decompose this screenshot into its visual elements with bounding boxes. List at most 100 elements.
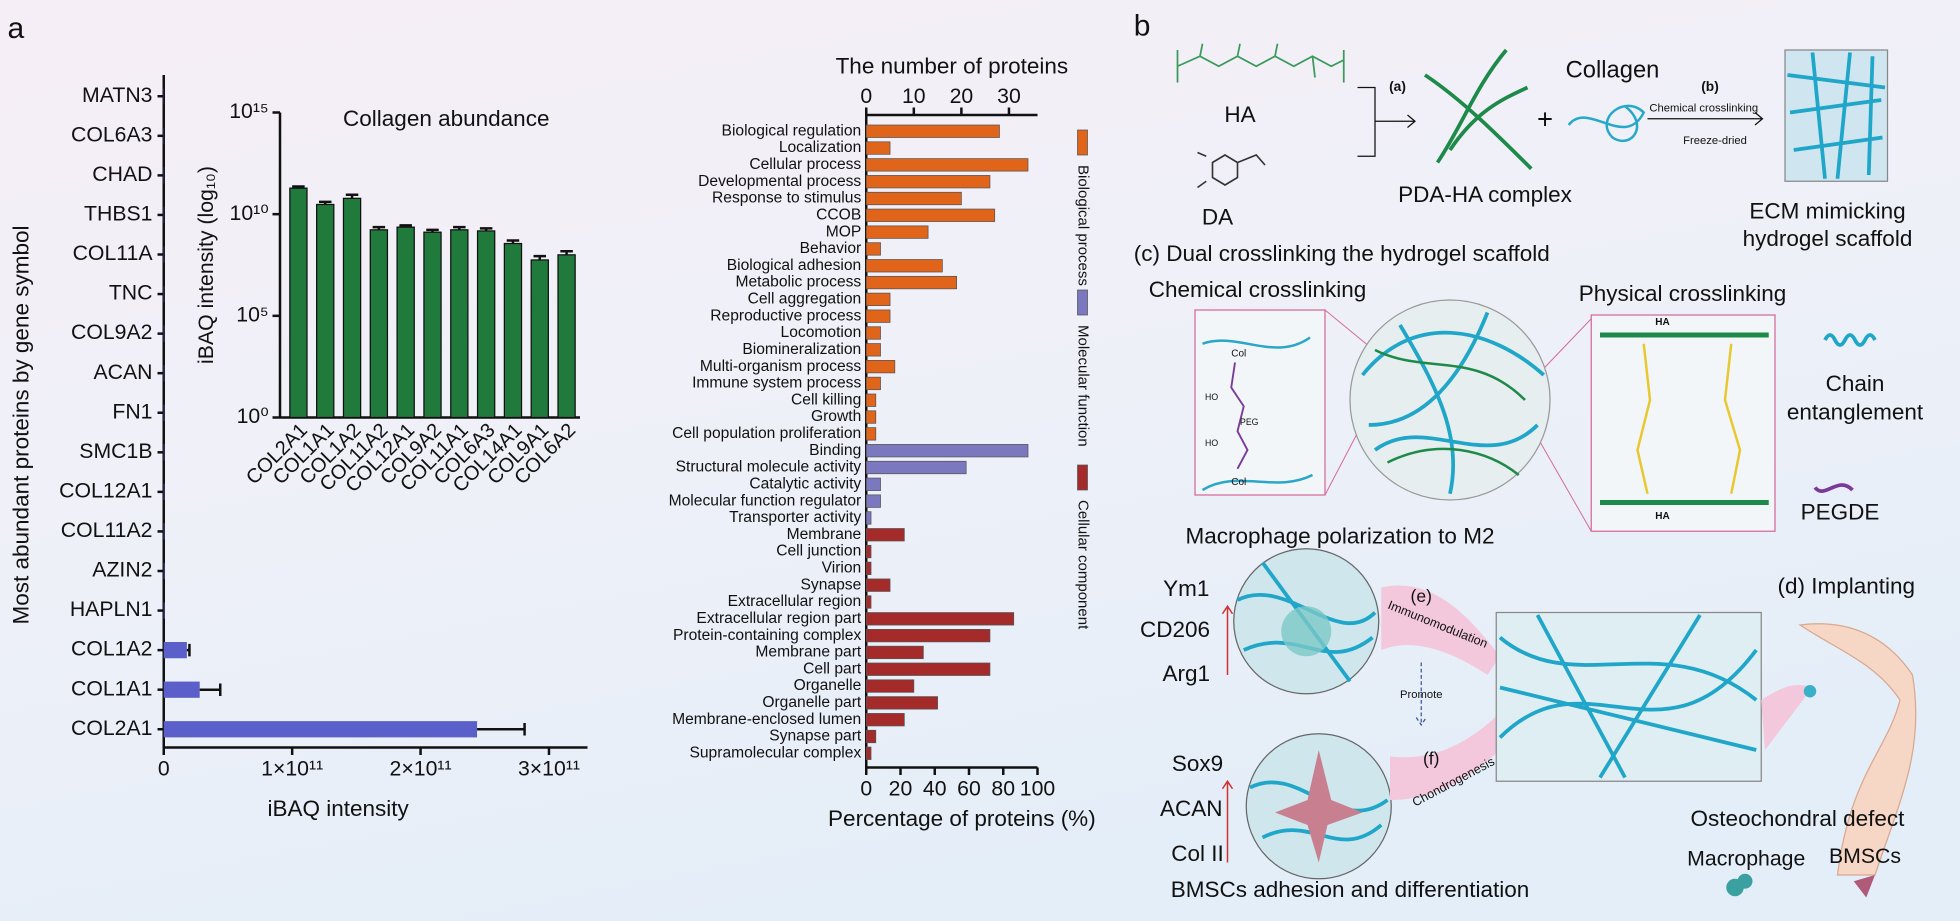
error-bar [479,227,493,231]
implant-fibers [1498,614,1758,779]
bar [865,544,872,559]
category-label: Cell population proliferation [672,425,861,442]
bar [865,326,881,340]
network-ha [1374,348,1526,476]
marker: CD206 [1140,617,1210,642]
marker: Arg1 [1162,661,1210,686]
category-label: SMC1B [79,439,152,463]
bar [865,460,967,475]
bar [342,197,362,419]
x-tick-label: 0 [860,84,872,108]
bar [865,696,938,710]
category-label: COL2A1 [71,716,153,740]
bar [163,721,478,738]
x2-tick-label: 40 [923,777,947,801]
panel-label: b [1134,9,1151,42]
category-label: Reproductive process [710,307,861,324]
marker: ACAN [1160,796,1223,821]
bar [865,595,872,609]
y-tick-label: 10⁵ [236,302,268,326]
macrophage-cell [1281,606,1332,657]
label: ECM mimicking [1749,198,1905,223]
bar [396,226,415,419]
category-label: Binding [809,442,861,459]
x2-tick-label: 100 [1020,777,1055,801]
collagen-illustration [1567,104,1646,143]
entanglement-icon [1823,333,1877,347]
category-label: Transporter activity [729,509,861,526]
label: PDA-HA complex [1398,182,1573,207]
bar [865,477,881,491]
legend-text: Chain [1826,371,1885,396]
category-label: Organelle [794,677,862,694]
chemical-box [1194,309,1326,496]
step-label: (f) [1423,749,1440,769]
error-bar [186,643,191,657]
bar [450,229,469,419]
bar [865,528,905,542]
bar [163,483,165,500]
zoom-cone [1761,685,1813,750]
category-label: COL11A [73,241,154,265]
da-molecule [1197,151,1266,189]
bar [163,325,165,342]
bar [476,230,496,419]
label: BMSCs [1829,844,1901,868]
bar [865,746,872,760]
bar [865,578,891,592]
scaffold-fibers [1787,52,1886,179]
x-tick-label: 30 [997,84,1021,108]
bar [865,444,1029,458]
bar [865,612,1015,626]
x-tick-label: 1×10¹¹ [261,757,323,781]
macrophage-icon [1737,873,1753,889]
marker: Ym1 [1163,576,1209,601]
ha-molecule [1176,43,1345,83]
network-fibers [1361,311,1545,495]
error-bar [426,228,439,233]
bar [865,662,991,676]
x-tick-label: 0 [158,757,170,781]
legend-label: Biological process [1075,165,1092,286]
bar [865,141,891,155]
bar [865,511,872,525]
bar [865,729,877,744]
x-tick-label: 20 [950,84,974,108]
category-label: Biomineralization [742,341,861,358]
bar [865,191,962,206]
category-label: Immune system process [692,375,861,392]
panel-label: a [8,12,25,45]
bar [865,393,877,407]
legend-label: Cellular component [1075,500,1092,630]
chem-label: HO [1205,392,1218,402]
category-label: Developmental process [698,173,861,190]
knee [1798,623,1917,876]
bar [865,679,915,693]
bar [163,523,165,540]
legend-text: entanglement [1787,400,1924,425]
error-bar [345,193,359,199]
merge-arrow [1357,86,1416,157]
section-title: (c) Dual crosslinking the hydrogel scaff… [1134,241,1550,266]
category-label: Synapse [801,576,862,593]
category-label: MATN3 [82,83,152,107]
category-label: COL1A1 [71,676,153,700]
plus: + [1537,104,1553,135]
section-title: Macrophage polarization to M2 [1186,523,1495,548]
chem-label: PEG [1240,417,1259,427]
step-text: Freeze-dried [1683,135,1747,147]
error-bar [453,225,466,230]
bar [865,645,924,660]
x2-axis-title: Percentage of proteins (%) [828,806,1096,831]
bar [865,275,958,290]
bar [865,343,881,357]
bar [865,124,1000,138]
y-axis-title: Most abundant proteins by gene symbol [8,226,33,625]
category-label: Protein-containing complex [673,627,861,644]
arrow-f [1390,712,1507,800]
error-bar [477,723,526,736]
bar [865,359,896,374]
category-label: COL1A2 [71,637,153,661]
bar [503,242,523,419]
bar [865,158,1029,172]
